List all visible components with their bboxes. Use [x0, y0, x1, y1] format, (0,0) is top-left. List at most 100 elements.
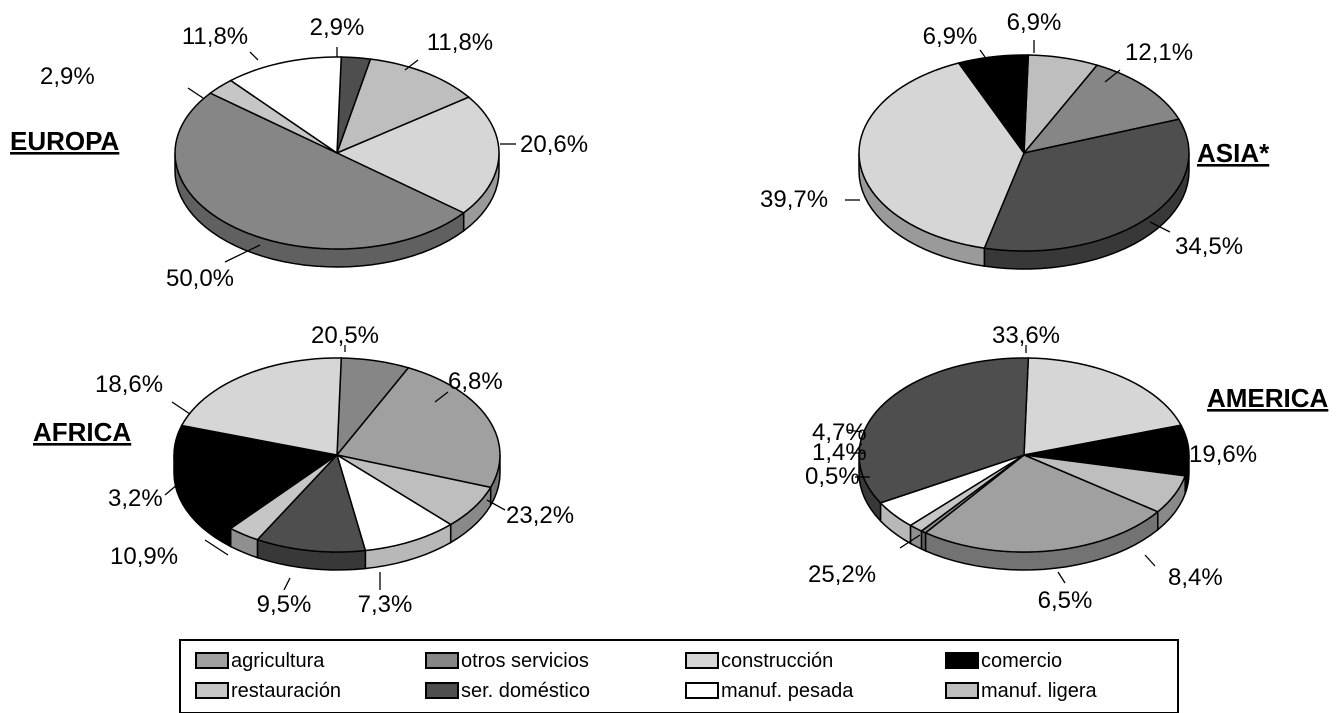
data-label-ser-domestico: 34,5% — [1175, 233, 1243, 260]
data-label-comercio: 6,9% — [923, 23, 978, 50]
leader-line — [1144, 554, 1156, 567]
chart-title-africa: AFRICA — [33, 417, 131, 447]
leader-line — [1104, 69, 1121, 83]
leader-line — [187, 87, 204, 99]
pie-slice-manuf-ligera — [1023, 454, 1187, 513]
pie-slice-agricultura — [924, 454, 1160, 553]
leader-line — [164, 483, 179, 496]
legend-item-ser-domestico: ser. doméstico — [425, 680, 590, 702]
chart-title-asia: ASIA* — [1197, 138, 1270, 168]
data-label-manuf-pesada: 11,8% — [182, 23, 248, 50]
legend-item-agricultura: agricultura — [195, 650, 325, 672]
data-label-restauracion: 3,2% — [108, 485, 163, 512]
data-label-construccion: 19,6% — [1189, 441, 1257, 468]
data-label-construccion: 39,7% — [760, 186, 828, 213]
pie-slice-manuf-pesada — [879, 454, 1025, 527]
chart-title-europa: EUROPA — [10, 126, 120, 156]
leader-line — [486, 499, 506, 511]
leader-line — [404, 59, 419, 71]
legend-frame — [179, 639, 1179, 713]
data-label-agricultura: 25,2% — [808, 561, 876, 588]
data-label-restauracion: 2,9% — [40, 63, 95, 90]
legend-item-construccion: construcción — [685, 650, 833, 672]
pie-slice-otros-servicios — [1022, 64, 1181, 155]
data-label-otros-servicios: 6,8% — [448, 368, 503, 395]
leader-line — [204, 539, 229, 556]
pie-slice-ser-domestico — [983, 118, 1190, 252]
data-label-manuf-ligera: 6,9% — [1007, 9, 1062, 36]
leader-line — [1149, 221, 1171, 233]
pie-slice-ser-domestico — [858, 357, 1030, 504]
pie-slice-comercio — [173, 424, 339, 530]
data-label-ser-domestico: 33,6% — [992, 322, 1060, 349]
pie-charts: 2,9% 11,8% 20,6% 50,0% 2,9% 11,8% 6,9% 12,1% 34,… — [40, 9, 1257, 618]
pie-slice-manuf-ligera — [336, 454, 492, 526]
data-label-ser-domestico: 2,9% — [310, 14, 365, 41]
legend-item-restauracion: restauración — [195, 680, 341, 702]
legend-swatch — [945, 682, 979, 699]
legend-label: comercio — [981, 650, 1062, 672]
legend-label: ser. doméstico — [461, 680, 590, 702]
legend-label: manuf. ligera — [981, 680, 1097, 702]
legend-swatch — [195, 652, 229, 669]
leader-line — [171, 401, 191, 415]
pie-slice-manuf-ligera — [1023, 54, 1099, 156]
data-label-comercio: 18,6% — [95, 371, 163, 398]
data-label-manuf-ligera: 7,3% — [358, 591, 413, 618]
leader-line — [434, 391, 449, 403]
data-label-otros-servicios: 0,5% — [805, 463, 860, 490]
data-label-otros-servicios: 50,0% — [166, 265, 234, 292]
pie-slice-manuf-ligera — [335, 58, 471, 155]
legend-label: manuf. pesada — [721, 680, 854, 702]
pie-slice-construccion — [1023, 357, 1183, 456]
legend: agricultura otros servicios construcción co… — [179, 639, 1179, 713]
legend-label: agricultura — [231, 650, 325, 672]
legend-label: restauración — [231, 680, 341, 702]
data-label-ser-domestico: 10,9% — [110, 543, 178, 570]
pie-slice-construccion — [858, 62, 1025, 249]
pie-slice-construccion — [335, 96, 500, 214]
leader-line — [847, 429, 863, 433]
legend-swatch — [195, 682, 229, 699]
pie-africa: 6,8% 23,2% 7,3% 9,5% 10,9% 3,2% 18,6% 20,5% — [95, 322, 574, 618]
pie-slice-otros-servicios — [336, 357, 410, 458]
data-label-manuf-ligera: 6,5% — [1038, 587, 1093, 614]
leader-line — [249, 51, 259, 61]
data-label-construccion: 20,6% — [520, 131, 588, 158]
leader-line — [283, 577, 291, 591]
legend-item-manuf-pesada: manuf. pesada — [685, 680, 854, 702]
legend-item-manuf-ligera: manuf. ligera — [945, 680, 1097, 702]
pie-slice-manuf-pesada — [229, 56, 343, 155]
leader-line — [979, 49, 986, 58]
data-label-otros-servicios: 12,1% — [1125, 39, 1193, 66]
pie-slice-construccion — [180, 357, 343, 456]
legend-swatch — [945, 652, 979, 669]
data-label-construccion: 20,5% — [311, 322, 379, 349]
legend-item-otros-servicios: otros servicios — [425, 650, 589, 672]
legend-swatch — [685, 652, 719, 669]
legend-swatch — [425, 652, 459, 669]
legend-swatch — [685, 682, 719, 699]
data-label-agricultura: 23,2% — [506, 502, 574, 529]
data-label-manuf-pesada: 9,5% — [257, 591, 312, 618]
data-label-manuf-pesada: 4,7% — [812, 419, 867, 446]
legend-label: otros servicios — [461, 650, 589, 672]
pie-slice-otros-servicios — [174, 92, 466, 250]
data-label-restauracion: 1,4% — [812, 439, 867, 466]
leader-line — [224, 244, 261, 263]
chart-title-america: AMERICA — [1207, 383, 1329, 413]
pie-europa: 2,9% 11,8% 20,6% 50,0% 2,9% 11,8% — [40, 14, 588, 292]
pie-slice-ser-domestico — [256, 453, 367, 553]
leader-line — [1057, 571, 1066, 584]
pie-slice-manuf-pesada — [335, 453, 453, 552]
data-label-manuf-ligera: 11,8% — [427, 29, 493, 56]
legend-item-comercio: comercio — [945, 650, 1062, 672]
legend-swatch — [425, 682, 459, 699]
leader-line — [899, 534, 921, 549]
legend-label: construcción — [721, 650, 833, 672]
pie-america: 19,6% 8,4% 6,5% 25,2% 0,5%1,4%4,7% 33,6% — [805, 322, 1257, 614]
data-label-comercio: 8,4% — [1168, 564, 1223, 591]
pie-slice-comercio — [1023, 424, 1190, 477]
pie-slice-comercio — [957, 54, 1030, 156]
